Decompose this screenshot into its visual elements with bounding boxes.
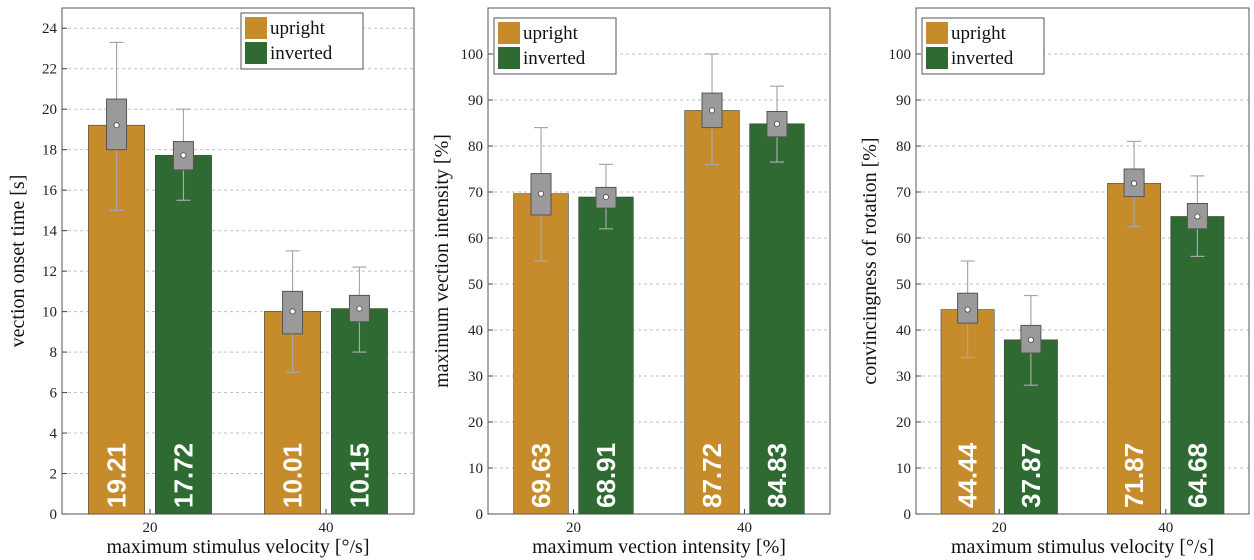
y-tick-label: 60 bbox=[896, 231, 911, 247]
bar-inverted bbox=[749, 123, 805, 515]
x-tick-label: 20 bbox=[992, 520, 1007, 536]
mean-marker bbox=[602, 194, 609, 201]
legend-swatch-inverted bbox=[926, 47, 948, 69]
value-label: 19.21 bbox=[102, 443, 132, 508]
value-label: 44.44 bbox=[953, 442, 983, 508]
mean-marker bbox=[113, 122, 120, 129]
y-tick-label: 16 bbox=[42, 183, 58, 199]
legend-label-upright: upright bbox=[270, 18, 326, 39]
y-tick-label: 90 bbox=[896, 93, 911, 109]
mean-marker bbox=[1194, 213, 1201, 220]
legend-label-inverted: inverted bbox=[523, 48, 586, 69]
mean-marker bbox=[289, 308, 296, 315]
value-label: 84.83 bbox=[762, 443, 792, 508]
y-tick-label: 20 bbox=[42, 102, 57, 118]
y-tick-label: 0 bbox=[50, 507, 58, 523]
legend-swatch-upright bbox=[926, 22, 948, 44]
y-axis-label: convincingness of rotation [%] bbox=[859, 137, 881, 384]
x-tick-label: 20 bbox=[143, 520, 158, 536]
legend-label-upright: upright bbox=[523, 23, 579, 44]
chart-2: 0 10 20 30 40 50 60 70 80 90 100 maximum vection in… bbox=[431, 7, 831, 558]
y-tick-label: 40 bbox=[896, 323, 911, 339]
mean-marker bbox=[964, 306, 971, 313]
plot-frame bbox=[487, 7, 831, 515]
value-label: 10.01 bbox=[278, 443, 308, 508]
bar-inverted bbox=[1170, 216, 1225, 515]
y-tick-label: 12 bbox=[42, 264, 57, 280]
mean-marker bbox=[1027, 336, 1034, 343]
x-axis-label: maximum stimulus velocity [°/s] bbox=[951, 536, 1214, 558]
y-tick-label: 30 bbox=[468, 369, 483, 385]
y-tick-label: 90 bbox=[468, 93, 483, 109]
chart-3: 0 10 20 30 40 50 60 70 80 90 100 convincingness of … bbox=[859, 7, 1250, 558]
bar-upright bbox=[1107, 183, 1162, 515]
y-axis-label: maximum vection intensity [%] bbox=[431, 134, 453, 388]
x-axis-label: maximum stimulus velocity [°/s] bbox=[107, 536, 370, 558]
y-tick-label: 50 bbox=[896, 277, 911, 293]
value-label: 71.87 bbox=[1119, 443, 1149, 508]
y-tick-label: 10 bbox=[42, 305, 57, 321]
x-tick-label: 40 bbox=[737, 520, 752, 536]
legend-swatch-upright bbox=[498, 22, 520, 44]
y-tick-label: 4 bbox=[50, 426, 58, 442]
y-tick-label: 0 bbox=[904, 507, 912, 523]
y-tick-label: 24 bbox=[42, 21, 58, 37]
y-tick-label: 80 bbox=[468, 139, 483, 155]
value-label: 10.15 bbox=[344, 443, 374, 508]
legend: upright inverted bbox=[240, 12, 364, 70]
y-tick-label: 40 bbox=[468, 323, 483, 339]
value-label: 87.72 bbox=[697, 443, 727, 508]
y-tick-label: 10 bbox=[468, 461, 483, 477]
y-tick-label: 30 bbox=[896, 369, 911, 385]
legend-swatch-inverted bbox=[245, 42, 267, 64]
y-tick-label: 10 bbox=[896, 461, 911, 477]
value-label: 64.68 bbox=[1182, 443, 1212, 508]
value-label: 68.91 bbox=[591, 443, 621, 508]
mean-marker bbox=[180, 152, 187, 159]
bar-inverted bbox=[154, 155, 212, 515]
y-tick-label: 100 bbox=[461, 47, 484, 63]
y-tick-label: 100 bbox=[889, 47, 912, 63]
y-tick-label: 70 bbox=[896, 185, 911, 201]
y-tick-label: 18 bbox=[42, 143, 57, 159]
mean-marker bbox=[538, 190, 545, 197]
value-label: 69.63 bbox=[526, 443, 556, 508]
y-tick-label: 70 bbox=[468, 185, 483, 201]
x-axis-label: maximum vection intensity [%] bbox=[532, 536, 786, 558]
y-axis-label: vection onset time [s] bbox=[7, 175, 29, 348]
y-tick-label: 8 bbox=[50, 345, 58, 361]
mean-marker bbox=[773, 120, 780, 127]
x-tick-label: 40 bbox=[1158, 520, 1173, 536]
x-tick-label: 20 bbox=[566, 520, 581, 536]
y-tick-label: 22 bbox=[42, 62, 57, 78]
y-tick-label: 50 bbox=[468, 277, 483, 293]
y-tick-label: 60 bbox=[468, 231, 483, 247]
y-tick-label: 20 bbox=[896, 415, 911, 431]
bar-inverted bbox=[578, 196, 634, 515]
legend-label-inverted: inverted bbox=[270, 43, 333, 64]
mean-marker bbox=[709, 107, 716, 114]
legend-swatch-inverted bbox=[498, 47, 520, 69]
value-label: 37.87 bbox=[1016, 443, 1046, 508]
mean-marker bbox=[1131, 180, 1138, 187]
plot-frame bbox=[61, 7, 415, 515]
value-label: 17.72 bbox=[168, 443, 198, 508]
legend: upright inverted bbox=[921, 17, 1045, 75]
legend-swatch-upright bbox=[245, 17, 267, 39]
legend-label-inverted: inverted bbox=[951, 48, 1014, 69]
legend: upright inverted bbox=[493, 17, 617, 75]
y-tick-label: 80 bbox=[896, 139, 911, 155]
y-tick-label: 0 bbox=[476, 507, 484, 523]
plot-frame bbox=[915, 7, 1250, 515]
mean-marker bbox=[356, 305, 363, 312]
bar-upright bbox=[684, 110, 740, 515]
y-tick-label: 6 bbox=[50, 386, 58, 402]
y-tick-label: 20 bbox=[468, 415, 483, 431]
y-tick-label: 2 bbox=[50, 467, 58, 483]
legend-label-upright: upright bbox=[951, 23, 1007, 44]
y-tick-label: 14 bbox=[42, 224, 58, 240]
x-tick-label: 40 bbox=[319, 520, 334, 536]
